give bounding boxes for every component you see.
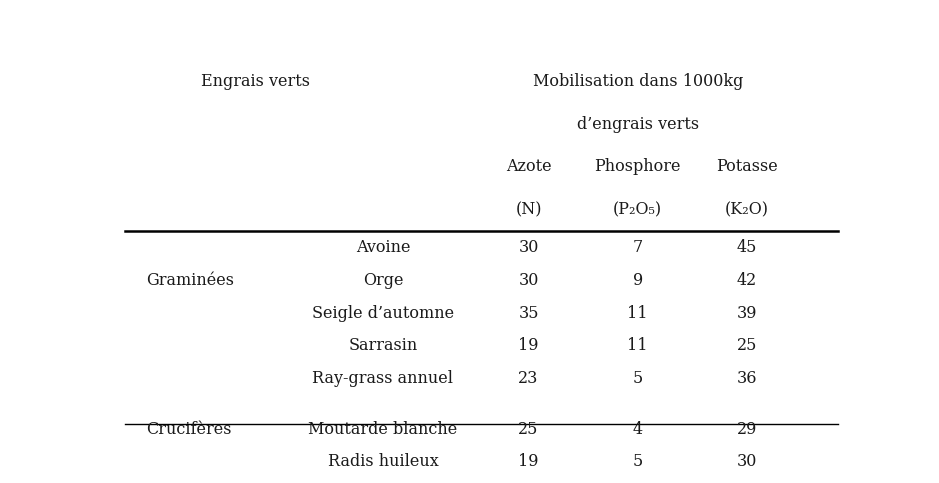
Text: 39: 39 bbox=[736, 305, 757, 322]
Text: Ray-grass annuel: Ray-grass annuel bbox=[313, 370, 454, 387]
Text: 45: 45 bbox=[737, 239, 757, 256]
Text: Crucifères: Crucifères bbox=[146, 421, 232, 438]
Text: 5: 5 bbox=[633, 370, 643, 387]
Text: 11: 11 bbox=[627, 305, 648, 322]
Text: 7: 7 bbox=[633, 239, 643, 256]
Text: Mobilisation dans 1000kg: Mobilisation dans 1000kg bbox=[532, 73, 743, 90]
Text: 9: 9 bbox=[633, 272, 643, 289]
Text: 19: 19 bbox=[518, 337, 539, 355]
Text: Phosphore: Phosphore bbox=[594, 158, 681, 175]
Text: (P₂O₅): (P₂O₅) bbox=[613, 201, 662, 218]
Text: Orge: Orge bbox=[362, 272, 403, 289]
Text: (N): (N) bbox=[516, 201, 542, 218]
Text: Radis huileux: Radis huileux bbox=[328, 454, 439, 470]
Text: Sarrasin: Sarrasin bbox=[348, 337, 418, 355]
Text: Engrais verts: Engrais verts bbox=[201, 73, 310, 90]
Text: 30: 30 bbox=[518, 272, 539, 289]
Text: Avoine: Avoine bbox=[356, 239, 410, 256]
Text: 29: 29 bbox=[737, 421, 757, 438]
Text: Potasse: Potasse bbox=[716, 158, 777, 175]
Text: (K₂O): (K₂O) bbox=[725, 201, 769, 218]
Text: 4: 4 bbox=[633, 421, 643, 438]
Text: Azote: Azote bbox=[506, 158, 551, 175]
Text: 30: 30 bbox=[737, 454, 757, 470]
Text: 35: 35 bbox=[518, 305, 539, 322]
Text: d’engrais verts: d’engrais verts bbox=[577, 115, 699, 133]
Text: Moutarde blanche: Moutarde blanche bbox=[308, 421, 457, 438]
Text: 30: 30 bbox=[518, 239, 539, 256]
Text: 42: 42 bbox=[737, 272, 757, 289]
Text: 19: 19 bbox=[518, 454, 539, 470]
Text: 25: 25 bbox=[737, 337, 757, 355]
Text: 5: 5 bbox=[633, 454, 643, 470]
Text: 36: 36 bbox=[736, 370, 757, 387]
Text: 23: 23 bbox=[518, 370, 539, 387]
Text: 25: 25 bbox=[518, 421, 539, 438]
Text: 11: 11 bbox=[627, 337, 648, 355]
Text: Seigle d’automne: Seigle d’automne bbox=[312, 305, 454, 322]
Text: Graminées: Graminées bbox=[146, 272, 235, 289]
